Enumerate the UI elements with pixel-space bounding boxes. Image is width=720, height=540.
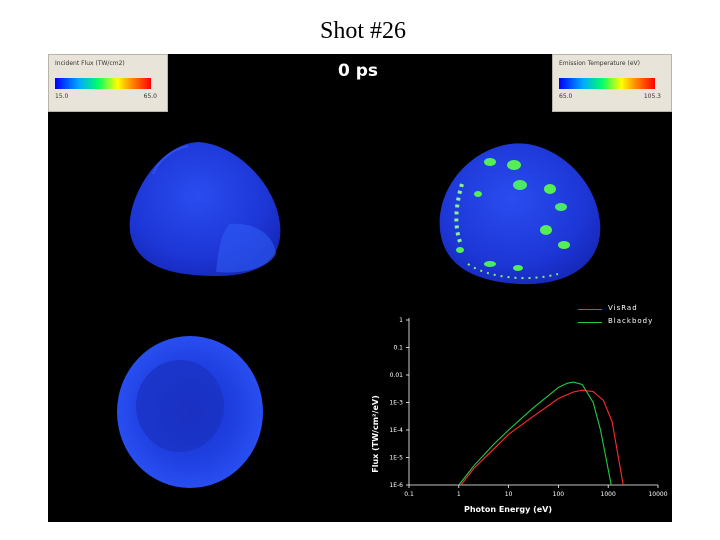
spectrum-chart: 0.1 1 10 100 1000 10000 1 0.1 0.01 1E-3 1E-4 1E-5 1E… [371,317,668,514]
legend-swatch-visrad [578,309,602,310]
capsule-emission-view [439,143,601,285]
y-tick-label: 1E-3 [389,400,403,407]
colorbar-gradient [559,78,655,89]
y-tick-label: 1 [399,317,403,324]
chart-series [458,381,624,486]
y-axis-label: Flux (TW/cm²/eV) [371,395,380,472]
y-tick-label: 1E-5 [389,455,403,462]
legend-swatch-blackbody [578,322,602,323]
x-tick-label: 100 [553,491,565,498]
y-tick-label: 0.01 [390,372,404,379]
colorbar-max: 105.3 [643,93,661,100]
x-tick-label: 1 [457,491,461,498]
y-tick-label: 1E-6 [389,482,403,489]
colorbar-max: 65.0 [143,93,157,100]
colorbar-min: 15.0 [55,93,69,100]
visualization-panel: Incident Flux (TW/cm2) 15.0 65.0 Emissio… [48,54,672,522]
series-line-blackbody [458,381,612,486]
y-tick-label: 0.1 [393,345,403,352]
colorbar-title: Incident Flux (TW/cm2) [55,60,125,67]
colorbar-min: 65.0 [559,93,573,100]
colorbar-title: Emission Temperature (eV) [559,60,640,67]
x-axis-label: Photon Energy (eV) [464,505,552,514]
x-tick-label: 10000 [648,491,667,498]
capsule-flux-view [129,142,281,276]
slide-title: Shot #26 [319,18,406,44]
capsule-renders [117,142,601,488]
legend-label-visrad: VisRad [608,304,638,312]
legend-label-blackbody: Blackbody [608,317,654,325]
series-line-visrad [460,389,624,486]
chart-axes: 0.1 1 10 100 1000 10000 1 0.1 0.01 1E-3 1E-4 1E-5 1E… [389,317,667,498]
incident-flux-colorbar: Incident Flux (TW/cm2) 15.0 65.0 [48,54,168,112]
emission-temperature-colorbar: Emission Temperature (eV) 65.0 105.3 [552,54,672,112]
capsule-disc-view [117,336,263,488]
time-label: 0 ps [338,61,379,81]
colorbar-gradient [55,78,151,89]
y-tick-label: 1E-4 [389,427,403,434]
x-tick-label: 10 [505,491,513,498]
x-tick-label: 1000 [601,491,616,498]
x-tick-label: 0.1 [404,491,414,498]
